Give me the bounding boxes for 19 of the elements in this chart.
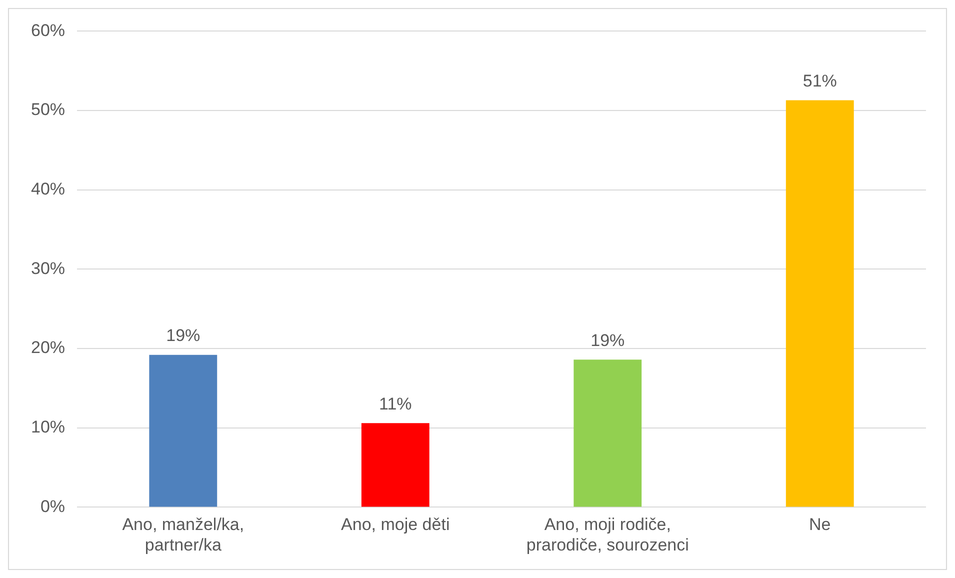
- bar: [786, 100, 854, 507]
- data-label: 51%: [802, 71, 837, 90]
- y-tick-label: 60%: [30, 20, 66, 40]
- data-label: 11%: [379, 394, 412, 414]
- x-tick-label: Ano, moje děti: [341, 515, 450, 534]
- x-tick-label: Ano, manžel/ka, partner/ka: [122, 515, 244, 554]
- y-tick-label: 0%: [40, 496, 66, 516]
- x-tick-label: Ne: [809, 515, 831, 534]
- bar: [361, 423, 430, 507]
- bar: [574, 360, 642, 507]
- y-tick-label: 20%: [30, 338, 66, 358]
- y-tick-label: 30%: [30, 258, 66, 278]
- x-tick-label: Ano, moji rodiče, prarodiče, sourozenci: [526, 515, 689, 554]
- y-tick-label: 10%: [30, 418, 66, 437]
- data-label: 19%: [166, 326, 200, 346]
- y-tick-label: 50%: [30, 100, 66, 120]
- bar: [149, 354, 218, 507]
- data-label: 19%: [590, 330, 625, 350]
- y-tick-label: 40%: [30, 180, 66, 199]
